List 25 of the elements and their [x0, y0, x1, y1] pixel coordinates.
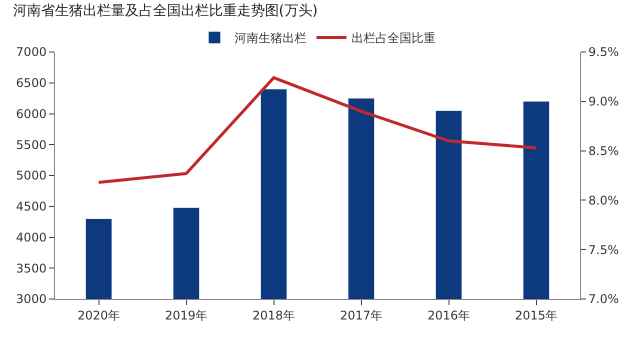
- chart-title: 河南省生猪出栏量及占全国出栏比重走势图(万头): [12, 2, 318, 19]
- y2-tick-label: 9.0%: [588, 94, 619, 109]
- y-tick-label: 4000: [16, 230, 47, 244]
- y2-tick-label: 8.5%: [588, 144, 619, 158]
- x-tick-label: 2015年: [514, 308, 558, 322]
- y-tick-label: 3500: [16, 261, 47, 276]
- y2-tick-label: 8.0%: [588, 193, 619, 208]
- x-tick-label: 2017年: [340, 308, 383, 322]
- y2-tick-label: 9.5%: [588, 45, 619, 60]
- y-tick-label: 3000: [16, 292, 47, 306]
- y-tick-label: 6500: [16, 76, 47, 90]
- y-tick-label: 5500: [16, 138, 47, 152]
- y2-tick-label: 7.5%: [588, 242, 619, 257]
- legend-label: 河南生猪出栏: [234, 31, 306, 46]
- y-tick-label: 6000: [16, 106, 47, 121]
- x-tick-label: 2019年: [164, 308, 208, 322]
- line-series: [97, 76, 538, 184]
- x-tick-label: 2020年: [77, 308, 120, 322]
- x-tick-label: 2016年: [427, 308, 470, 322]
- legend-label: 出栏占全国比重: [352, 31, 436, 46]
- y-tick-label: 4500: [16, 200, 47, 214]
- y-tick-label: 5000: [16, 168, 47, 183]
- y-tick-label: 7000: [16, 45, 47, 60]
- x-tick-label: 2018年: [252, 308, 296, 322]
- y2-tick-label: 7.0%: [588, 292, 619, 306]
